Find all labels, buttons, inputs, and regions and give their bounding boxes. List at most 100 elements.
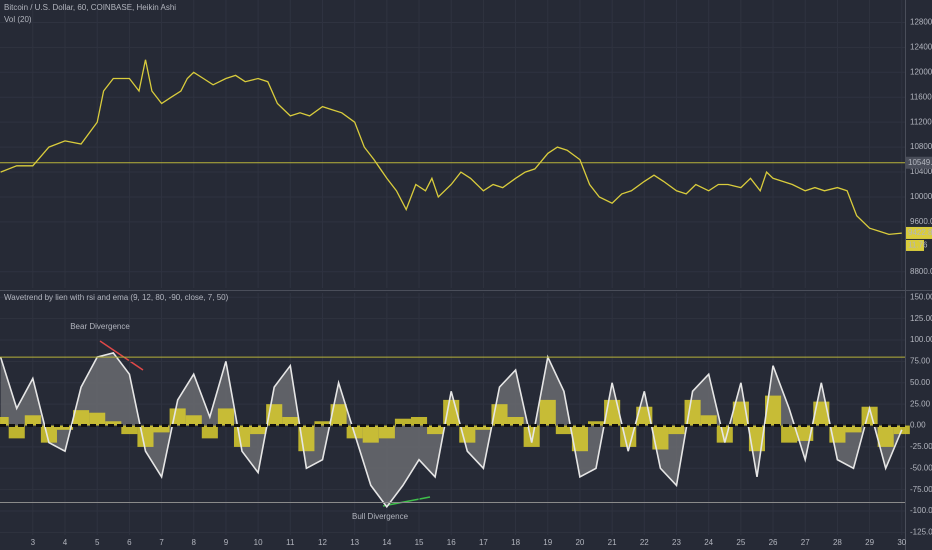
y-tick-label: 10000.00 — [910, 192, 932, 201]
x-tick-label: 4 — [63, 538, 68, 547]
x-tick-label: 20 — [575, 538, 584, 547]
histogram-bar — [765, 395, 782, 426]
histogram-bar — [845, 425, 862, 433]
x-tick-label: 11 — [286, 538, 295, 547]
histogram-bar — [475, 425, 492, 430]
annotation: Bear Divergence — [70, 322, 130, 331]
histogram-bar — [89, 412, 106, 426]
level-label-box — [906, 156, 932, 169]
histogram-bar — [105, 421, 122, 426]
histogram-bar — [24, 415, 41, 426]
y-tick-label: 75.00 — [910, 357, 931, 366]
y-tick-label: 50.00 — [910, 378, 931, 387]
histogram-bar — [813, 401, 830, 426]
y-tick-label: 9600.00 — [910, 217, 932, 226]
last-price-label: 9422.88 — [908, 228, 932, 237]
histogram-bar — [394, 418, 411, 426]
y-tick-label: 8800.00 — [910, 267, 932, 276]
histogram-bar — [555, 425, 572, 435]
histogram-bar — [250, 425, 267, 435]
y-tick-label: 12400.00 — [910, 42, 932, 51]
wave-area — [0, 352, 902, 507]
histogram-bar — [201, 425, 218, 439]
last-volume-box — [906, 239, 924, 251]
y-tick-label: -125.00 — [910, 528, 932, 537]
x-tick-label: 12 — [318, 538, 327, 547]
annotation: Bull Divergence — [352, 512, 409, 521]
x-tick-label: 22 — [640, 538, 649, 547]
bear-divergence-line — [99, 340, 144, 371]
histogram-bar — [571, 425, 588, 452]
x-tick-label: 23 — [672, 538, 681, 547]
y-tick-label: 0.00 — [910, 421, 926, 430]
y-tick-label: 25.00 — [910, 399, 931, 408]
x-tick-label: 19 — [543, 538, 552, 547]
y-tick-label: 100.00 — [910, 335, 932, 344]
y-tick-label: 11600.00 — [910, 92, 932, 101]
chart-title: Wavetrend by lien with rsi and ema (9, 1… — [4, 293, 229, 302]
y-tick-label: -75.00 — [910, 485, 932, 494]
histogram-bar — [378, 425, 395, 439]
x-tick-label: 27 — [801, 538, 810, 547]
x-tick-label: 21 — [608, 538, 617, 547]
x-tick-label: 6 — [127, 538, 132, 547]
histogram-bar — [121, 425, 138, 435]
x-tick-label: 16 — [447, 538, 456, 547]
histogram-bar — [410, 416, 428, 426]
histogram-bar — [73, 410, 90, 426]
chart-subtitle: Vol (20) — [4, 15, 32, 24]
y-tick-label: 10400.00 — [910, 167, 932, 176]
x-tick-label: 28 — [833, 538, 842, 547]
histogram-bar — [282, 416, 299, 426]
x-tick-label: 7 — [159, 538, 164, 547]
histogram-bar — [539, 399, 556, 426]
histogram-bar — [8, 425, 25, 439]
histogram-bar — [877, 425, 894, 447]
y-tick-label: -50.00 — [910, 463, 932, 472]
wave-line — [0, 351, 903, 509]
x-tick-label: 3 — [31, 538, 36, 547]
histogram-bar — [330, 404, 347, 426]
x-tick-label: 30 — [897, 538, 906, 547]
x-tick-label: 5 — [95, 538, 100, 547]
x-tick-label: 17 — [479, 538, 488, 547]
x-tick-label: 24 — [704, 538, 713, 547]
level-label: 10549.31 — [908, 158, 932, 167]
last-volume-label: 11.76 — [908, 241, 928, 250]
x-tick-label: 13 — [350, 538, 359, 547]
x-tick-label: 10 — [254, 538, 263, 547]
price-line — [0, 59, 902, 236]
histogram-bar — [137, 425, 154, 447]
histogram-bar — [153, 425, 170, 433]
x-tick-label: 26 — [769, 538, 778, 547]
x-tick-label: 25 — [736, 538, 745, 547]
histogram-bar — [362, 425, 379, 443]
x-tick-label: 14 — [382, 538, 391, 547]
histogram-bar — [185, 415, 202, 426]
last-price-box — [906, 226, 932, 239]
x-tick-label: 18 — [511, 538, 520, 547]
histogram-bar — [781, 425, 798, 443]
chart-title: Bitcoin / U.S. Dollar, 60, COINBASE, Hei… — [4, 3, 176, 12]
x-tick-label: 15 — [415, 538, 424, 547]
histogram-bar — [507, 416, 524, 426]
histogram-bar — [217, 408, 234, 426]
y-tick-label: 150.00 — [910, 292, 932, 301]
y-tick-label: 11200.00 — [910, 117, 932, 126]
histogram-bar — [587, 421, 605, 426]
histogram-bar — [169, 408, 186, 426]
y-tick-label: -100.00 — [910, 506, 932, 515]
x-tick-label: 9 — [224, 538, 229, 547]
histogram-bar — [427, 425, 444, 435]
x-tick-label: 29 — [865, 538, 874, 547]
histogram-bar — [314, 421, 331, 426]
y-tick-label: 12000.00 — [910, 67, 932, 76]
histogram-bar — [523, 425, 540, 447]
y-tick-label: -25.00 — [910, 442, 932, 451]
histogram-bar — [233, 425, 251, 447]
histogram-bar — [652, 425, 669, 450]
histogram-bar — [700, 415, 717, 426]
